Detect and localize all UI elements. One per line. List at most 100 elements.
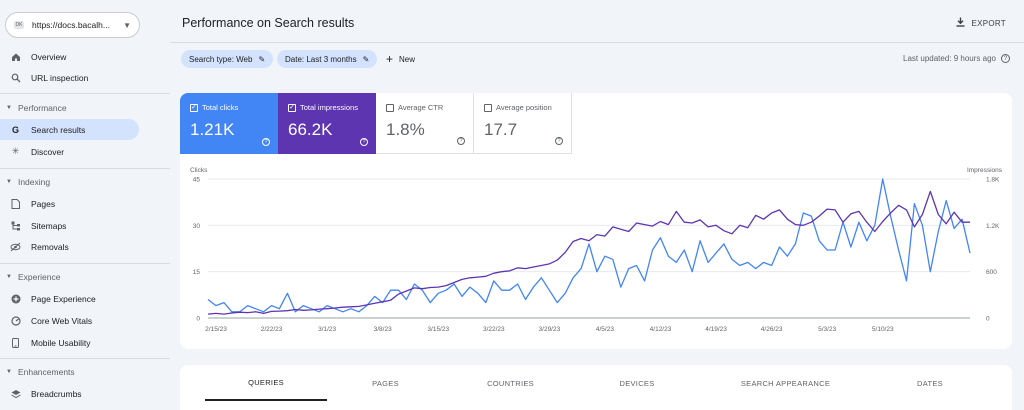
pencil-icon: ✎: [362, 54, 370, 64]
sidebar-item-page-experience[interactable]: Page Experience: [0, 288, 139, 309]
sidebar-item-overview[interactable]: Overview: [0, 46, 139, 67]
tab-dates[interactable]: DATES: [917, 378, 943, 388]
asterisk-icon: ✳: [11, 146, 20, 156]
x-tick-label: 2/15/23: [205, 326, 227, 333]
divider: [0, 93, 170, 94]
search-icon: [10, 72, 21, 83]
x-tick-label: 4/26/23: [761, 326, 783, 333]
caret-down-icon: ▼: [6, 105, 12, 111]
checkbox-unchecked-icon: [386, 103, 394, 112]
sidebar-item-removals[interactable]: Removals: [0, 236, 139, 257]
layers-icon: [10, 388, 21, 399]
metric-value: 1.8%: [386, 120, 425, 139]
sidebar-item-label: Removals: [31, 241, 69, 252]
x-tick-label: 3/29/23: [539, 326, 561, 333]
sidebar-item-label: Core Web Vitals: [31, 315, 93, 326]
left-axis-label: Clicks: [190, 167, 208, 174]
sidebar-item-label: Mobile Usability: [31, 337, 91, 348]
x-tick-label: 5/10/23: [872, 326, 894, 333]
gauge-icon: [10, 315, 21, 326]
checkbox-unchecked-icon: [484, 103, 492, 112]
help-icon[interactable]: ?: [1001, 54, 1010, 63]
metric-average-position[interactable]: Average position 17.7 ?: [474, 93, 572, 154]
caret-down-icon: ▼: [6, 179, 12, 185]
date-chip[interactable]: Date: Last 3 months ✎: [277, 50, 378, 68]
help-icon[interactable]: ?: [262, 138, 270, 146]
sitemap-icon: [10, 220, 21, 231]
last-updated: Last updated: 9 hours ago ?: [903, 54, 1010, 63]
x-tick-label: 3/8/23: [374, 326, 392, 333]
x-tick-label: 3/22/23: [483, 326, 505, 333]
metric-average-ctr[interactable]: Average CTR 1.8% ?: [376, 93, 474, 154]
sidebar-item-discover[interactable]: ✳ Discover: [0, 141, 139, 162]
help-icon[interactable]: ?: [360, 138, 368, 146]
y-tick-label-left: 0: [196, 316, 200, 323]
google-g-icon: G: [11, 124, 19, 135]
performance-chart: Clicks Impressions 0 0 15 600 30 1.2K 45 1.8K 2/15…: [190, 167, 1003, 333]
property-selector[interactable]: DK https://docs.bacalh... ▼: [5, 12, 140, 38]
performance-card: ✓ Total clicks 1.21K ? ✓ Total impressions…: [180, 93, 1012, 349]
series-line-clicks: [207, 178, 971, 313]
sidebar-item-label: Discover: [31, 146, 65, 157]
section-experience[interactable]: ▼ Experience: [6, 272, 61, 282]
divider: [0, 358, 170, 359]
y-tick-label-right: 600: [986, 269, 997, 276]
sidebar-item-mobile-usability[interactable]: Mobile Usability: [0, 332, 139, 353]
checkbox-checked-icon: ✓: [190, 103, 198, 112]
section-enhancements[interactable]: ▼ Enhancements: [6, 367, 75, 377]
download-icon: [956, 17, 965, 30]
caret-down-icon: ▼: [6, 274, 12, 280]
sidebar-item-label: Search results: [31, 124, 86, 135]
page-header: Performance on Search results EXPORT: [170, 0, 1024, 43]
metric-value: 17.7: [484, 120, 518, 139]
section-indexing[interactable]: ▼ Indexing: [6, 177, 51, 187]
sidebar-item-search-results[interactable]: G Search results: [0, 119, 139, 140]
search-type-chip[interactable]: Search type: Web ✎: [181, 50, 274, 68]
x-tick-label: 4/5/23: [596, 326, 614, 333]
sidebar-item-core-web-vitals[interactable]: Core Web Vitals: [0, 310, 139, 331]
new-filter-button[interactable]: + New: [386, 52, 416, 66]
sidebar-item-pages[interactable]: Pages: [0, 193, 139, 214]
metric-value: 1.21K: [190, 120, 235, 139]
y-tick-label-right: 0: [986, 316, 990, 323]
y-tick-label-left: 30: [193, 223, 201, 230]
y-tick-label-left: 15: [193, 269, 201, 276]
sidebar-item-sitemaps[interactable]: Sitemaps: [0, 215, 139, 236]
metric-total-impressions[interactable]: ✓ Total impressions 66.2K ?: [278, 93, 376, 154]
metric-total-clicks[interactable]: ✓ Total clicks 1.21K ?: [180, 93, 278, 154]
sidebar-item-label: Sitemaps: [31, 220, 67, 231]
plus-icon: +: [386, 52, 394, 66]
section-performance[interactable]: ▼ Performance: [6, 103, 67, 113]
tab-devices[interactable]: DEVICES: [619, 378, 655, 388]
checkbox-checked-icon: ✓: [288, 103, 296, 112]
smartphone-icon: [10, 337, 21, 348]
right-axis-label: Impressions: [967, 167, 1003, 174]
help-icon[interactable]: ?: [457, 137, 465, 145]
tab-countries[interactable]: COUNTRIES: [487, 378, 534, 388]
sidebar-item-label: Breadcrumbs: [31, 388, 82, 399]
metric-value: 66.2K: [288, 120, 333, 139]
caret-down-icon: ▼: [6, 369, 12, 375]
series-line-impressions: [207, 190, 970, 315]
tab-pages[interactable]: PAGES: [372, 378, 399, 388]
x-tick-label: 4/12/23: [650, 326, 672, 333]
y-tick-label-right: 1.8K: [986, 177, 1000, 184]
y-tick-label-right: 1.2K: [986, 223, 1000, 230]
x-tick-label: 4/19/23: [705, 326, 727, 333]
x-tick-label: 2/22/23: [261, 326, 283, 333]
property-url: https://docs.bacalh...: [32, 20, 110, 30]
help-icon[interactable]: ?: [555, 137, 563, 145]
sidebar-item-url-inspection[interactable]: URL inspection: [0, 67, 139, 88]
tab-queries[interactable]: QUERIES: [205, 365, 327, 401]
divider: [0, 168, 170, 169]
sidebar-item-breadcrumbs[interactable]: Breadcrumbs: [0, 383, 139, 404]
sidebar: DK https://docs.bacalh... ▼ Overview URL…: [0, 0, 170, 410]
x-tick-label: 3/15/23: [427, 326, 449, 333]
export-button[interactable]: EXPORT: [956, 17, 1006, 30]
page-title: Performance on Search results: [182, 16, 355, 30]
tab-search-appearance[interactable]: SEARCH APPEARANCE: [740, 378, 831, 388]
home-icon: [10, 51, 21, 62]
y-tick-label-left: 45: [193, 177, 201, 184]
sidebar-item-label: Page Experience: [31, 293, 96, 304]
sidebar-item-label: Pages: [31, 198, 56, 209]
